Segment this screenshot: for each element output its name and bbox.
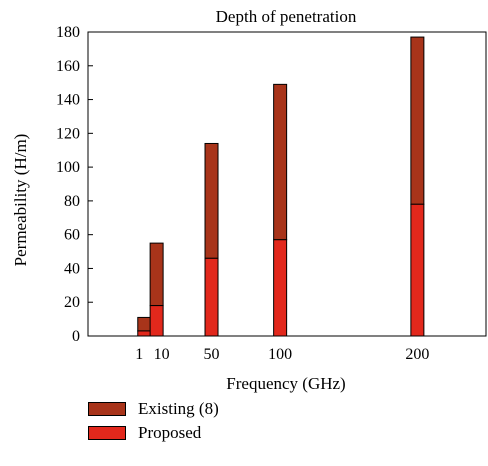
plot-area: 0 20 40 60 80 100 120 140 160 180 1 10 50 100 200 (56, 24, 487, 363)
y-tick-label: 40 (64, 260, 80, 277)
legend-label-proposed: Proposed (138, 423, 202, 442)
chart-title: Depth of penetration (216, 7, 357, 26)
y-tick-label: 100 (56, 159, 80, 176)
x-tick-label: 50 (204, 346, 220, 363)
x-tick-label: 10 (154, 346, 170, 363)
bar-existing (204, 142, 219, 259)
bar-proposed (149, 305, 164, 337)
bar-existing (273, 83, 288, 241)
legend: Existing (8) Proposed (88, 398, 219, 446)
y-tick-label: 0 (72, 328, 80, 345)
bar-proposed (204, 257, 219, 337)
x-tick-label: 1 (135, 346, 143, 363)
bar-existing (149, 242, 164, 307)
bar-proposed (410, 203, 425, 337)
bar-proposed (137, 330, 152, 337)
bar-existing (137, 316, 152, 332)
x-axis-label: Frequency (GHz) (226, 374, 345, 393)
y-tick-label: 60 (64, 227, 80, 244)
legend-swatch-existing (88, 402, 126, 416)
y-tick-label: 20 (64, 294, 80, 311)
bar-proposed (273, 239, 288, 337)
y-axis-label: Permeability (H/m) (11, 134, 30, 267)
legend-item-existing[interactable]: Existing (8) (88, 398, 219, 420)
x-tick-label: 200 (405, 346, 429, 363)
y-tick-label: 80 (64, 193, 80, 210)
y-tick-label: 180 (56, 24, 80, 41)
legend-label-existing: Existing (8) (138, 399, 219, 418)
x-tick-label: 100 (268, 346, 292, 363)
y-tick-label: 120 (56, 125, 80, 142)
bar-existing (410, 36, 425, 205)
legend-swatch-proposed (88, 426, 126, 440)
y-tick-label: 160 (56, 58, 80, 75)
y-tick-label: 140 (56, 92, 80, 109)
legend-item-proposed[interactable]: Proposed (88, 422, 219, 444)
